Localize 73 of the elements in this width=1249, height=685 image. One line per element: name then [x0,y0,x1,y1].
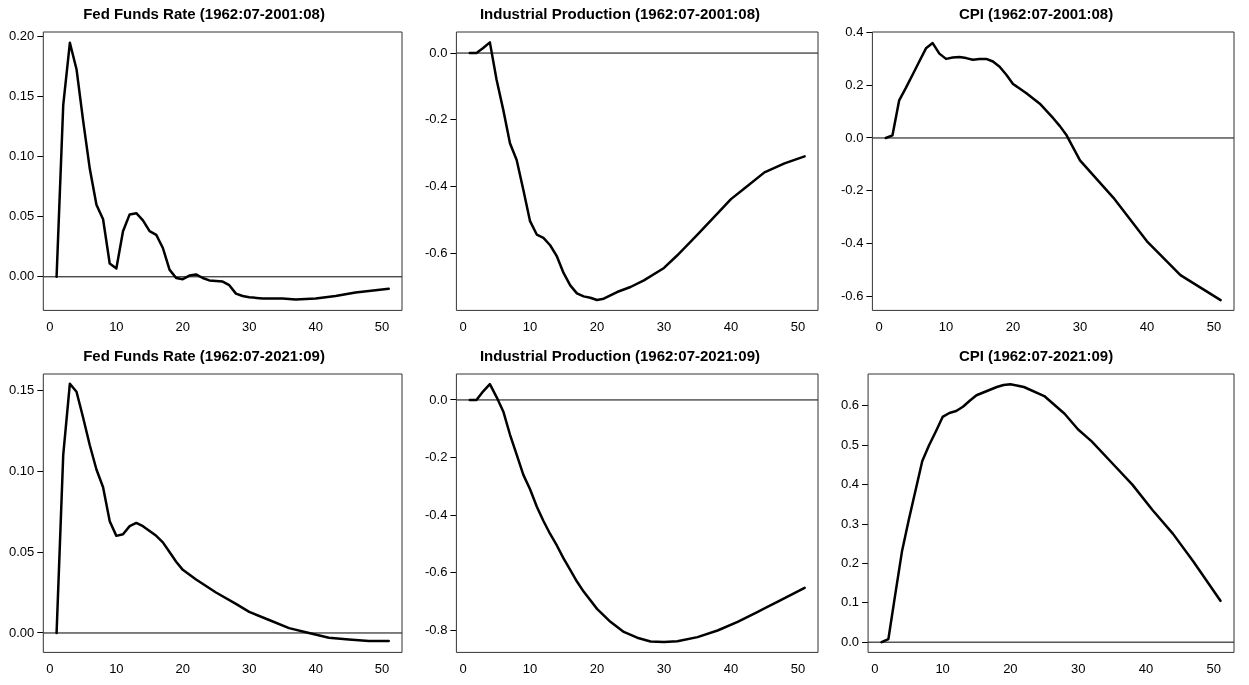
chart-title: CPI (1962:07-2001:08) [958,5,1114,23]
y-tick-label: 0.3 [840,515,860,531]
chart-title: Industrial Production (1962:07-2001:08) [479,5,761,23]
y-tick-label: 0.05 [8,208,35,224]
y-tick-label: 0.20 [8,28,35,44]
y-tick-label: -0.2 [424,111,448,127]
x-tick-label: 20 [1003,660,1018,676]
y-tick-label: 0.10 [8,148,35,164]
y-tick-label: 0.4 [845,24,864,40]
y-tick-label: 0.00 [8,268,35,284]
x-tick-label: 20 [589,318,605,334]
y-tick-label: 0.15 [8,88,35,104]
x-tick-label: 20 [589,660,605,676]
y-tick-label: 0.2 [845,76,864,92]
y-tick-label: -0.4 [424,506,448,522]
x-tick-label: 30 [656,660,672,676]
x-tick-label: 0 [46,660,54,676]
x-tick-label: 10 [935,660,950,676]
x-tick-label: 50 [1206,318,1222,334]
y-tick-label: -0.2 [840,182,864,198]
y-tick-label: -0.6 [424,245,448,261]
x-tick-label: 10 [938,318,954,334]
x-tick-label: 30 [1070,660,1086,676]
y-tick-label: 0.5 [840,436,860,452]
x-tick-label: 40 [1139,318,1155,334]
y-tick-label: -0.2 [424,449,448,465]
x-tick-label: 30 [241,318,257,334]
x-tick-label: 20 [1005,318,1021,334]
y-tick-label: 0.0 [429,391,448,407]
x-tick-label: 10 [109,660,124,676]
y-tick-label: -0.4 [424,178,448,194]
x-tick-label: 40 [308,318,323,334]
y-tick-label: 0.2 [840,554,860,570]
y-tick-label: 0.15 [8,381,35,397]
y-tick-label: -0.4 [840,235,864,251]
y-tick-label: 0.6 [840,397,860,413]
x-tick-label: 40 [723,660,739,676]
chart-title: Fed Funds Rate (1962:07-2001:08) [83,5,325,23]
x-tick-label: 40 [308,660,323,676]
x-tick-label: 50 [374,318,390,334]
chart-title: CPI (1962:07-2021:09) [958,347,1114,365]
x-tick-label: 30 [241,660,257,676]
x-tick-label: 50 [790,318,806,334]
y-tick-label: 0.0 [429,44,448,60]
x-tick-label: 20 [175,318,191,334]
x-tick-label: 10 [109,318,124,334]
x-tick-label: 20 [175,660,191,676]
x-tick-label: 50 [790,660,806,676]
x-tick-label: 50 [374,660,390,676]
y-tick-label: 0.4 [840,476,860,492]
x-tick-label: 40 [723,318,739,334]
x-tick-label: 50 [1206,660,1221,676]
x-tick-label: 30 [1072,318,1088,334]
x-tick-label: 10 [522,318,538,334]
y-tick-label: -0.6 [424,564,448,580]
y-tick-label: 0.00 [8,624,35,640]
x-tick-label: 30 [656,318,672,334]
y-tick-label: 0.0 [840,633,860,649]
x-tick-label: 10 [522,660,538,676]
y-tick-label: 0.1 [840,594,860,610]
x-tick-label: 40 [1138,660,1154,676]
x-tick-label: 0 [875,318,883,334]
y-tick-label: 0.0 [845,129,864,145]
chart-title: Industrial Production (1962:07-2021:09) [479,347,761,365]
y-tick-label: 0.10 [8,462,35,478]
y-tick-label: -0.8 [424,622,448,638]
chart-title: Fed Funds Rate (1962:07-2021:09) [83,347,325,365]
x-tick-label: 0 [459,660,467,676]
x-tick-label: 0 [46,318,54,334]
y-tick-label: -0.6 [840,287,864,303]
x-tick-label: 0 [871,660,879,676]
x-tick-label: 0 [459,318,467,334]
y-tick-label: 0.05 [8,543,35,559]
